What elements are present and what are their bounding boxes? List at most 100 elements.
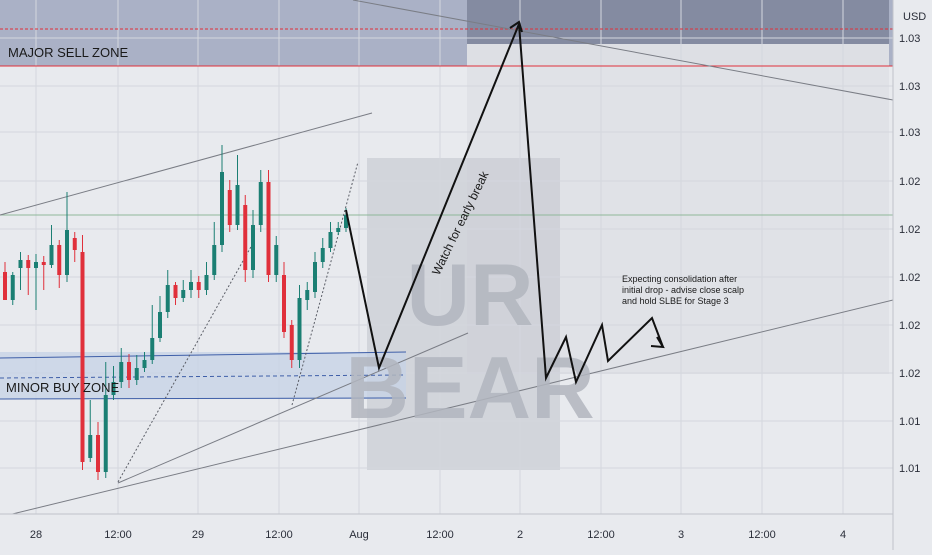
candle[interactable] (65, 192, 69, 282)
candle[interactable] (289, 320, 294, 368)
y-tick-label: 1.01 (899, 416, 920, 428)
candle[interactable] (80, 235, 85, 470)
candle[interactable] (336, 222, 341, 235)
candle-body (266, 182, 271, 275)
candle[interactable] (158, 296, 162, 342)
candle-body (80, 252, 85, 462)
candle[interactable] (96, 422, 100, 480)
projection-path (345, 23, 664, 386)
candle-body (251, 225, 255, 270)
candle-body (96, 435, 100, 472)
candle[interactable] (305, 282, 310, 310)
candle[interactable] (49, 225, 54, 268)
y-tick-label: 1.03 (899, 81, 920, 93)
dotted-trendline-right (291, 161, 359, 406)
candle-body (258, 182, 263, 225)
candle-body (305, 290, 310, 300)
note-line-1: initial drop - advise close scalp (622, 285, 744, 295)
candle[interactable] (258, 170, 263, 232)
y-tick-label: 1.02 (899, 368, 920, 380)
buy-zone-label: MINOR BUY ZONE (6, 380, 119, 395)
y-tick-label: 1.02 (899, 176, 920, 188)
candle[interactable] (266, 170, 271, 282)
candle[interactable] (204, 262, 209, 295)
candle[interactable] (134, 355, 139, 385)
candle[interactable] (150, 305, 155, 364)
candle-body (72, 238, 77, 250)
candle[interactable] (3, 262, 7, 300)
candle[interactable] (297, 285, 302, 368)
descending-trendline (352, 0, 894, 101)
candle[interactable] (34, 254, 38, 310)
candle[interactable] (235, 155, 240, 230)
candle-body (320, 248, 325, 262)
candle[interactable] (181, 280, 186, 302)
candle[interactable] (103, 362, 108, 478)
candle[interactable] (189, 270, 193, 298)
candle[interactable] (243, 195, 248, 282)
projection-arrowhead-end (650, 336, 665, 349)
candle[interactable] (127, 354, 131, 388)
candle-body (274, 245, 279, 275)
candle[interactable] (212, 222, 217, 280)
candle[interactable] (165, 270, 170, 318)
candle-body (142, 360, 147, 368)
candle[interactable] (72, 232, 77, 262)
candle-body (181, 290, 186, 298)
candle[interactable] (196, 276, 201, 298)
candle[interactable] (313, 252, 317, 298)
y-tick-label: 1.02 (899, 320, 920, 332)
candle-body (10, 275, 15, 300)
candle[interactable] (26, 255, 31, 295)
candle-body (235, 185, 240, 225)
candle-body (111, 382, 116, 395)
x-tick-label: 12:00 (426, 529, 454, 541)
candle[interactable] (274, 236, 279, 282)
candle-body (220, 172, 224, 245)
candle[interactable] (328, 222, 333, 252)
watermark-text-0: UR (406, 245, 533, 344)
note-line-0: Expecting consolidation after (622, 274, 737, 284)
candle[interactable] (282, 262, 286, 338)
candle-body (189, 282, 193, 290)
price-axis-panel (893, 0, 932, 550)
candle[interactable] (10, 272, 15, 305)
candle[interactable] (41, 256, 46, 290)
target-box (467, 0, 889, 44)
candle[interactable] (57, 240, 62, 288)
x-tick-label: 12:00 (104, 529, 132, 541)
candle[interactable] (18, 252, 23, 290)
dotted-trendline-left (117, 244, 253, 483)
buy-zone-mid-line (0, 374, 407, 379)
candle[interactable] (119, 348, 124, 388)
sell-zone-label: MAJOR SELL ZONE (8, 45, 128, 60)
x-tick-label: 29 (192, 529, 204, 541)
candle[interactable] (142, 352, 147, 372)
watermark-text-1: BEAR (345, 338, 594, 437)
candle-body (3, 272, 7, 300)
candle[interactable] (251, 210, 255, 278)
candle[interactable] (173, 282, 178, 305)
candle[interactable] (227, 180, 232, 232)
candle-body (336, 228, 341, 232)
x-tick-label: 28 (30, 529, 42, 541)
y-tick-label: 1.03 (899, 33, 920, 45)
y-tick-label: 1.02 (899, 272, 920, 284)
lower-channel-trendline (0, 299, 894, 518)
y-tick-label: 1.01 (899, 463, 920, 475)
y-tick-label: 1.03 (899, 127, 920, 139)
candle-body (26, 260, 31, 268)
candle-body (243, 205, 248, 270)
candle[interactable] (88, 400, 93, 462)
candle-body (49, 245, 54, 265)
candle-body (41, 262, 46, 265)
currency-label: USD (903, 11, 926, 23)
candle[interactable] (320, 238, 325, 268)
x-tick-label: 3 (678, 529, 684, 541)
upper-channel-trendline (0, 112, 373, 216)
candle-body (18, 260, 23, 268)
candle[interactable] (220, 145, 224, 252)
candle[interactable] (111, 366, 116, 400)
